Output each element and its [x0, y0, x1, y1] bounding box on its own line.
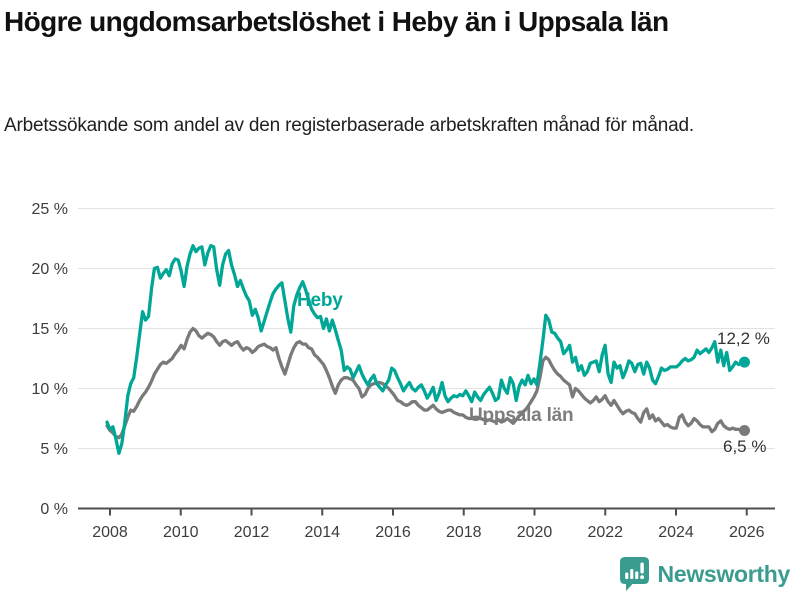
x-tick-label: 2024: [658, 524, 694, 541]
x-tick-label: 2014: [304, 524, 340, 541]
y-tick-label: 20 %: [32, 261, 68, 278]
y-tick-label: 0 %: [40, 501, 68, 518]
brand-name: Newsworthy: [657, 560, 791, 587]
y-tick-label: 25 %: [32, 201, 68, 218]
y-tick-label: 15 %: [32, 321, 68, 338]
x-tick-label: 2022: [587, 524, 623, 541]
end-value-label-uppsala: 6,5 %: [723, 437, 767, 456]
uppsala-line: [105, 326, 747, 440]
x-tick-label: 2010: [163, 524, 199, 541]
newsworthy-logo: Newsworthy: [619, 556, 790, 592]
series-label-uppsala: Uppsala län: [469, 405, 574, 426]
heby-line: [105, 244, 747, 455]
x-tick-label: 2008: [92, 524, 128, 541]
series-label-heby: Heby: [297, 290, 343, 311]
uppsala-end-dot: [739, 425, 750, 436]
x-tick-label: 2012: [234, 524, 270, 541]
end-value-label-heby: 12,2 %: [717, 329, 770, 348]
speech-bubble-bar-chart-icon: [619, 557, 649, 591]
y-tick-label: 5 %: [40, 441, 68, 458]
page-title: Högre ungdomsarbetslöshet i Heby än i Up…: [4, 6, 669, 37]
x-tick-label: 2018: [446, 524, 482, 541]
page-subtitle: Arbetssökande som andel av den registerb…: [4, 115, 694, 136]
x-tick-label: 2026: [729, 524, 765, 541]
y-tick-label: 10 %: [32, 381, 68, 398]
x-tick-label: 2016: [375, 524, 411, 541]
heby-end-dot: [739, 356, 750, 368]
x-tick-label: 2020: [517, 524, 553, 541]
